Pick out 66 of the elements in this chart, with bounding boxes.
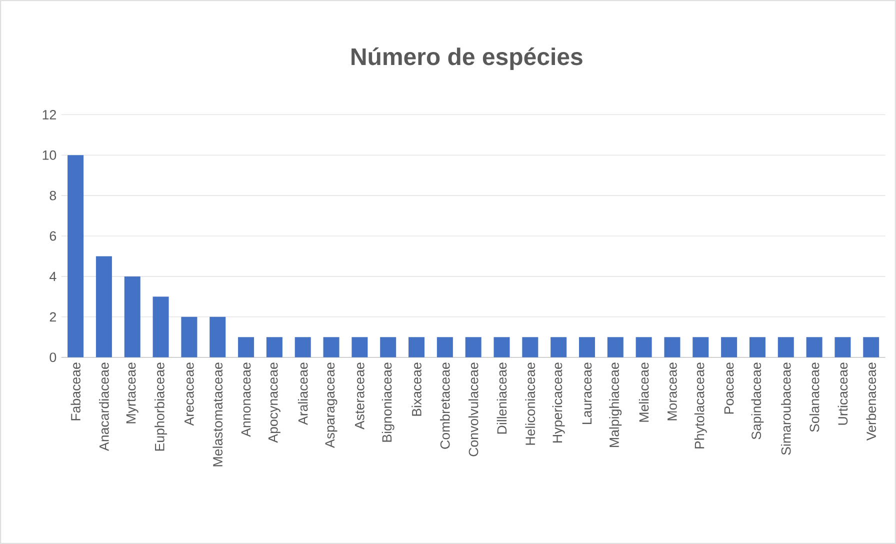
x-tick-label: Myrtaceae bbox=[126, 362, 138, 424]
x-tick-label: Asteraceae bbox=[355, 362, 364, 430]
chart-title: Número de espécies bbox=[352, 47, 582, 70]
bar bbox=[806, 337, 822, 358]
bar bbox=[380, 337, 396, 358]
bar bbox=[607, 337, 624, 358]
bar bbox=[152, 296, 169, 358]
x-tick-label: Sapindaceae bbox=[751, 362, 764, 440]
x-tick-label: Anacardiaceae bbox=[99, 362, 109, 451]
bar bbox=[778, 337, 794, 358]
bar bbox=[465, 337, 482, 358]
bar bbox=[749, 337, 766, 358]
x-tick-label: Urticaceae bbox=[838, 362, 848, 425]
x-tick-label: Simaroubaceae bbox=[780, 362, 791, 455]
x-tick-label: Phytolacaceae bbox=[694, 362, 707, 448]
y-tick-label: 4 bbox=[50, 272, 56, 282]
x-tick-label: Bixaceae bbox=[412, 362, 422, 416]
y-tick-label: 10 bbox=[42, 150, 56, 160]
bar bbox=[494, 337, 510, 358]
x-tick-label: Araliaceae bbox=[298, 362, 308, 426]
bar bbox=[181, 316, 198, 358]
bar bbox=[550, 337, 567, 358]
bar bbox=[863, 337, 880, 358]
x-tick-label: Moraceae bbox=[668, 362, 677, 420]
bar bbox=[578, 337, 595, 358]
x-tick-label: Dilleniaceae bbox=[496, 362, 507, 434]
bar bbox=[68, 155, 84, 358]
bar bbox=[636, 337, 652, 358]
bar bbox=[522, 337, 538, 358]
bar bbox=[323, 337, 340, 358]
x-tick-label: Malpighiaceae bbox=[609, 362, 622, 447]
bar bbox=[352, 337, 368, 358]
bar bbox=[692, 337, 709, 358]
bar bbox=[834, 337, 851, 358]
bar bbox=[436, 337, 453, 358]
y-tick-label: 6 bbox=[50, 231, 56, 241]
x-tick-label: Fabaceae bbox=[70, 362, 80, 420]
x-tick-label: Combretaceae bbox=[440, 362, 450, 449]
x-tick-label: Euphorbiaceae bbox=[154, 362, 167, 451]
y-tick-label: 12 bbox=[42, 110, 56, 120]
x-tick-label: Poaceae bbox=[724, 362, 734, 414]
bar bbox=[266, 337, 282, 358]
x-tick-label: Hypericaceae bbox=[552, 362, 565, 442]
bar bbox=[96, 256, 112, 358]
x-tick-label: Annonaceae bbox=[241, 362, 251, 437]
x-tick-label: Convolvulaceae bbox=[468, 362, 478, 456]
x-tick-label: Melastomataceae bbox=[212, 362, 223, 466]
y-tick-label: 0 bbox=[50, 352, 56, 362]
x-tick-label: Lauraceae bbox=[582, 362, 592, 424]
x-tick-label: Bignoniaceae bbox=[382, 362, 394, 442]
bar bbox=[664, 337, 680, 358]
x-tick-label: Heliconiaceae bbox=[525, 362, 536, 445]
x-tick-label: Apocynaceae bbox=[268, 362, 280, 443]
x-tick-label: Arecaceae bbox=[184, 362, 194, 426]
y-tick-label: 2 bbox=[50, 312, 56, 322]
bar bbox=[721, 337, 738, 358]
x-tick-label: Verbenaceae bbox=[866, 362, 876, 441]
bar bbox=[294, 337, 311, 358]
bar bbox=[124, 276, 140, 358]
bar bbox=[408, 337, 425, 358]
x-tick-label: Meliaceae bbox=[638, 362, 649, 422]
x-tick-label: Solanaceae bbox=[809, 362, 820, 432]
y-tick-label: 8 bbox=[50, 190, 56, 200]
x-tick-label: Asparagaceae bbox=[325, 362, 338, 448]
bar bbox=[210, 316, 226, 358]
bar bbox=[238, 337, 254, 358]
